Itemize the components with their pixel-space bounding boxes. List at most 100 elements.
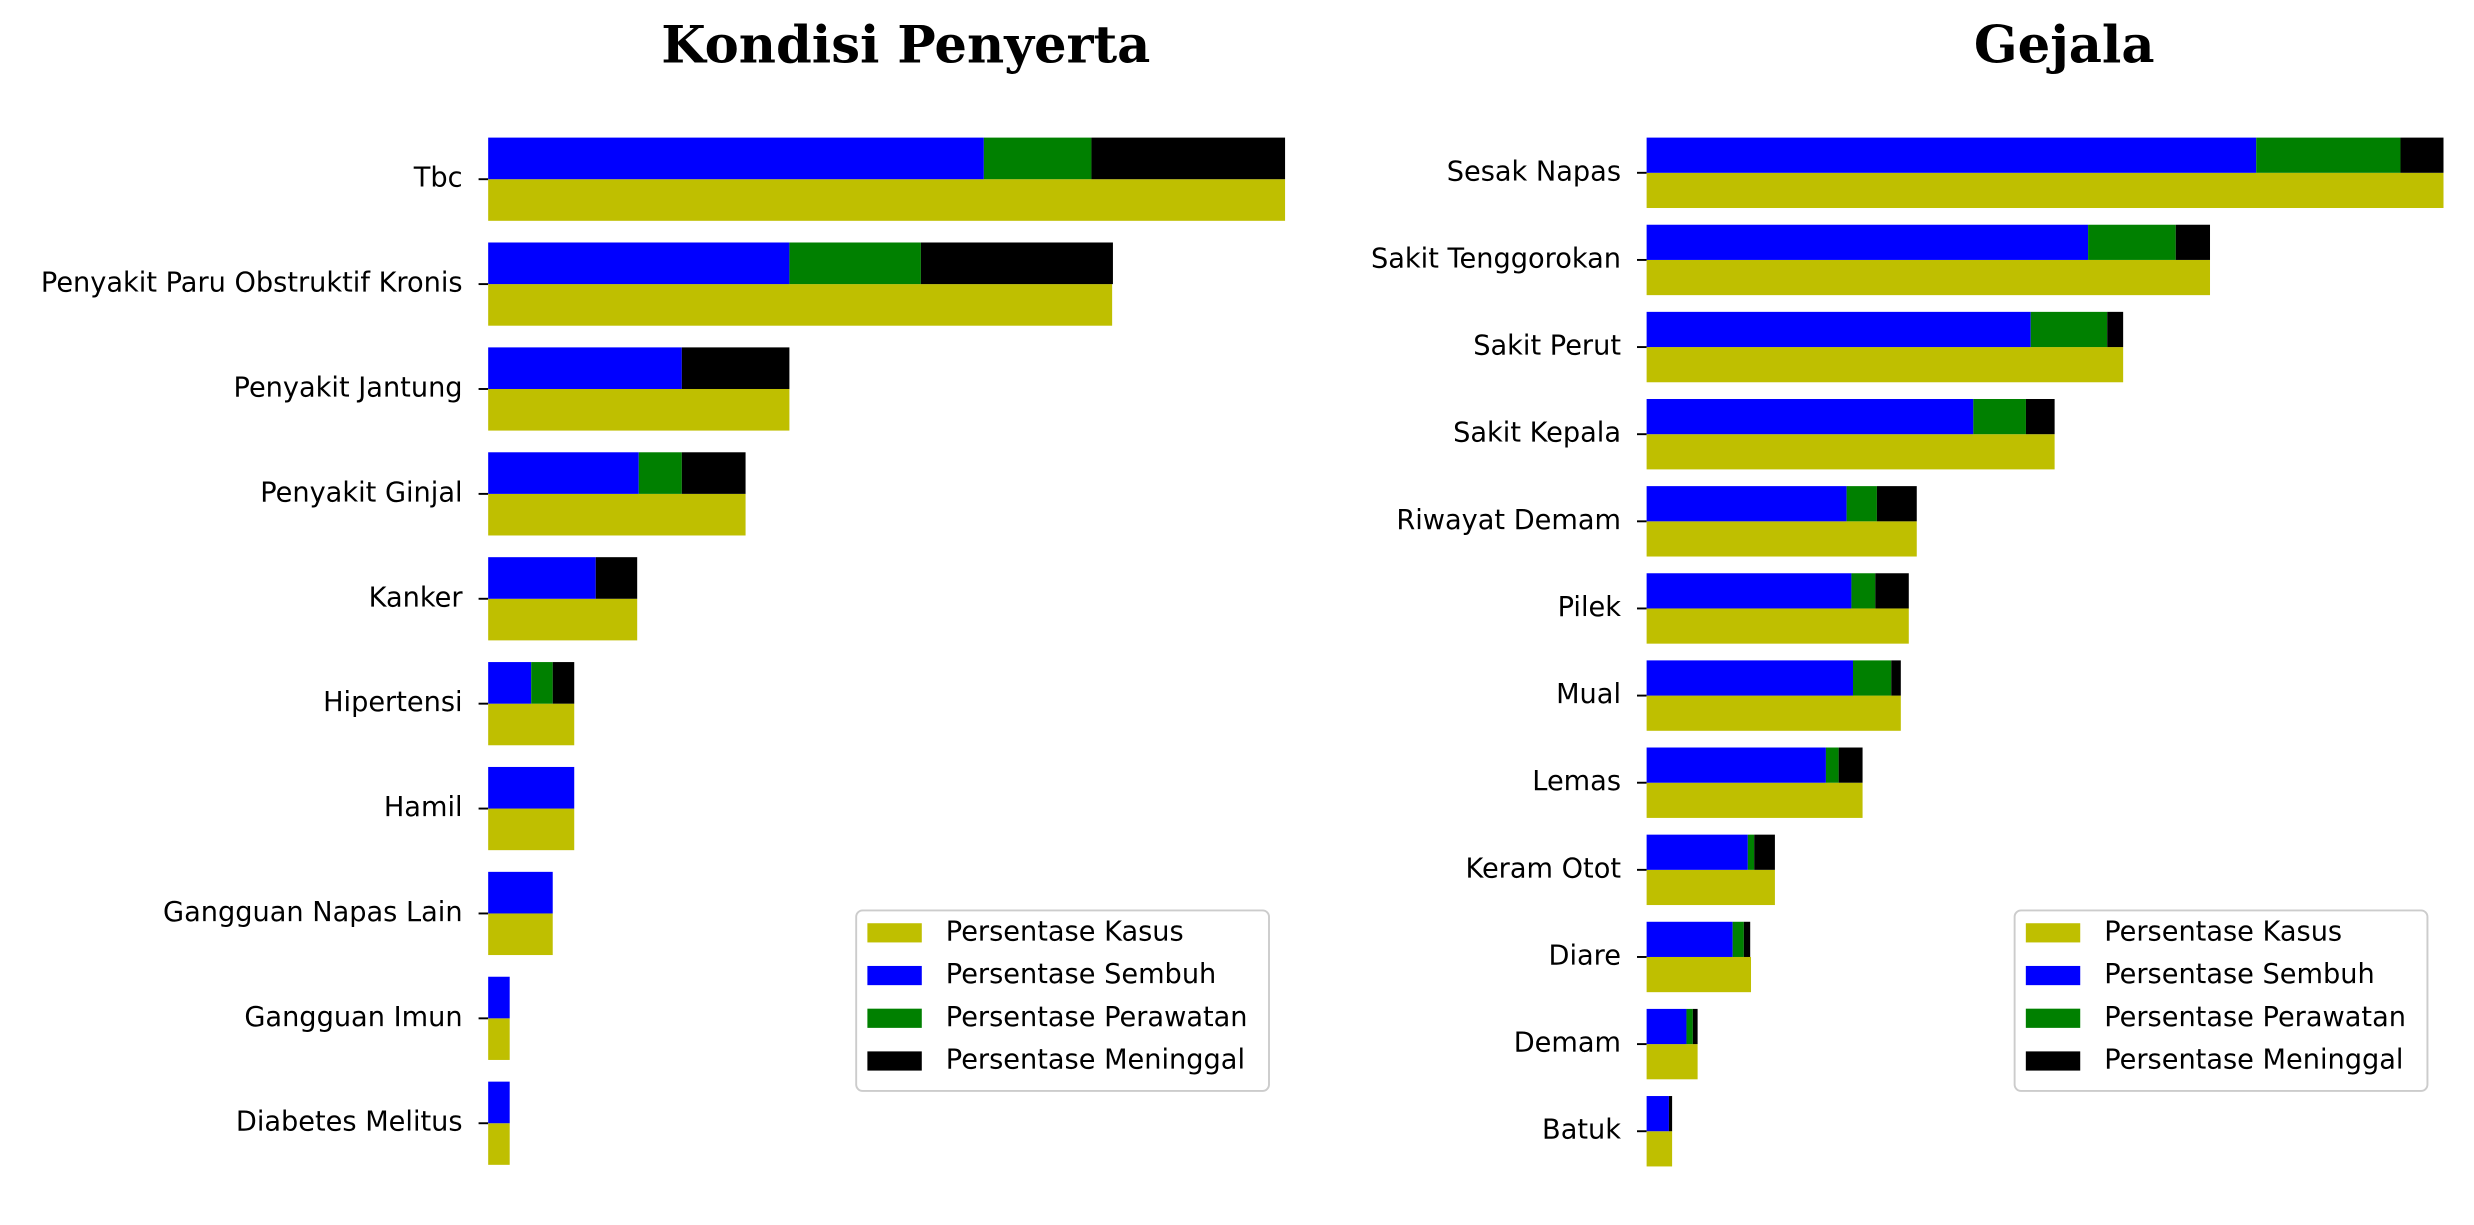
bar (531, 662, 553, 704)
bar (1692, 1008, 1698, 1045)
bar (488, 557, 596, 599)
bar (1875, 573, 1909, 609)
bar (488, 179, 1286, 221)
bar (1747, 834, 1755, 870)
bar (488, 452, 639, 494)
bar (1646, 486, 1847, 522)
bar (1973, 398, 2026, 435)
y-tick-label: Penyakit Jantung (234, 372, 463, 403)
bar (1646, 921, 1733, 957)
y-tick-label: Hipertensi (323, 687, 463, 718)
bar (488, 808, 575, 851)
bar (1668, 1096, 1673, 1132)
y-tick-label: Penyakit Ginjal (260, 477, 462, 508)
y-tick-label: Mual (1556, 679, 1621, 710)
y-tick-label: Sesak Napas (1447, 156, 1621, 187)
legend-swatch (867, 1008, 922, 1028)
bar (638, 452, 682, 494)
legend-label: Persentase Meninggal (946, 1044, 1245, 1075)
y-tick-label: Gangguan Imun (244, 1002, 462, 1033)
y-tick-label: Sakit Kepala (1453, 418, 1621, 449)
y-tick-label: Kanker (369, 582, 464, 613)
bar (1646, 1044, 1698, 1080)
bar (1646, 1008, 1687, 1045)
legend-label: Persentase Sembuh (946, 959, 1216, 990)
y-tick-label: Pilek (1558, 592, 1622, 623)
bar (1846, 486, 1877, 522)
legend-swatch (2025, 965, 2081, 986)
legend-box (2013, 909, 2429, 1092)
bar (1646, 398, 1974, 435)
y-tick-label: Diare (1549, 940, 1621, 971)
bar (488, 913, 553, 956)
y-tick-label: Batuk (1542, 1115, 1621, 1146)
bar (488, 703, 575, 746)
legend-swatch (867, 923, 922, 943)
bar (1646, 172, 2444, 209)
y-tick-label: Sakit Tenggorokan (1371, 243, 1621, 274)
bar (488, 284, 1113, 326)
bar (488, 1123, 510, 1165)
y-tick-label: Demam (1514, 1028, 1621, 1059)
bar (1646, 747, 1826, 783)
bar (1646, 782, 1863, 818)
bar (1646, 956, 1752, 993)
bar (1686, 1008, 1693, 1045)
bar (1646, 224, 2089, 260)
legend-swatch (867, 1051, 922, 1071)
bar (488, 598, 638, 641)
y-tick-label: Sakit Perut (1473, 331, 1621, 362)
bar (1646, 137, 2257, 173)
bar (1646, 608, 1909, 644)
legend-swatch (2025, 1008, 2081, 1028)
bar (1646, 869, 1775, 906)
bar (595, 557, 638, 599)
bar (1646, 695, 1901, 731)
bar (1732, 921, 1744, 957)
bar (488, 1018, 510, 1060)
legend-label: Persentase Meninggal (2104, 1044, 2403, 1075)
bar (1646, 1131, 1673, 1167)
bar (1646, 434, 2055, 470)
chart-title: Kondisi Penyerta (661, 16, 1150, 76)
bar (488, 493, 746, 536)
bar (1646, 834, 1748, 870)
bar (1646, 573, 1852, 609)
y-tick-label: Keram Otot (1465, 853, 1621, 884)
bar (488, 242, 790, 285)
y-tick-label: Riwayat Demam (1396, 505, 1621, 536)
bar (1825, 747, 1839, 783)
legend-box (855, 909, 1270, 1092)
legend-label: Persentase Perawatan (2104, 1002, 2406, 1033)
y-tick-label: Diabetes Melitus (236, 1107, 463, 1138)
bar (681, 452, 746, 494)
y-tick-label: Hamil (384, 792, 463, 823)
bar (789, 242, 921, 285)
bar (1646, 347, 2124, 383)
bar (488, 1081, 510, 1124)
bar (552, 662, 575, 704)
bar (2256, 137, 2401, 173)
bar (1743, 921, 1751, 957)
bar (681, 347, 790, 389)
bar (1091, 137, 1286, 180)
bar (488, 662, 532, 704)
legend-label: Persentase Kasus (946, 916, 1184, 947)
y-tick-label: Tbc (413, 163, 463, 194)
bar (1646, 660, 1854, 696)
bar (1754, 834, 1775, 870)
bar (2025, 398, 2055, 435)
bar (488, 766, 575, 809)
bar (488, 137, 984, 180)
bar (488, 347, 682, 389)
bar (2175, 224, 2211, 260)
bar (1646, 521, 1917, 557)
legend-label: Persentase Sembuh (2104, 959, 2375, 990)
y-tick-label: Lemas (1532, 766, 1621, 797)
bar (1646, 1096, 1669, 1132)
bar (2030, 311, 2108, 348)
bar (1851, 573, 1876, 609)
bar (488, 388, 790, 431)
bar (1891, 660, 1901, 696)
